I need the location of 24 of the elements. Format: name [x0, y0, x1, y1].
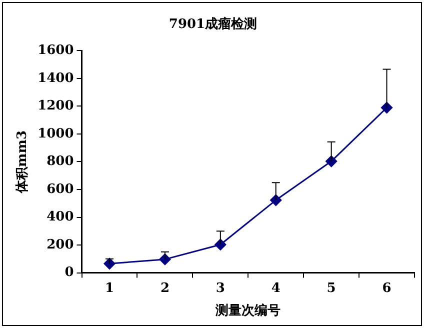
x-axis-title: 测量次编号 — [214, 302, 281, 319]
point — [270, 194, 282, 206]
x-tick-label: 4 — [271, 280, 280, 296]
y-tick-label: 1200 — [38, 98, 74, 114]
x-tick-label: 1 — [104, 280, 114, 296]
x-tick-label: 2 — [160, 280, 170, 296]
x-tick-label: 5 — [326, 280, 336, 296]
y-tick-label: 1600 — [38, 42, 74, 58]
point — [104, 258, 116, 270]
y-axis-title: 体积mm3 — [15, 130, 30, 194]
point — [381, 102, 393, 114]
point — [326, 156, 338, 168]
y-tick-label: 400 — [46, 210, 74, 225]
x-tick-label: 6 — [382, 280, 392, 296]
y-tick-label: 1000 — [38, 126, 74, 142]
y-tick-label: 800 — [46, 154, 74, 170]
y-tick-label: 200 — [46, 237, 74, 252]
y-tick-label: 0 — [64, 265, 74, 280]
point — [214, 238, 226, 250]
point — [159, 254, 171, 266]
y-tick-label: 1400 — [38, 70, 74, 86]
y-tick-label: 600 — [46, 182, 74, 197]
chart-title: 7901成瘤检测 — [168, 16, 258, 32]
x-tick-label: 3 — [216, 280, 225, 296]
